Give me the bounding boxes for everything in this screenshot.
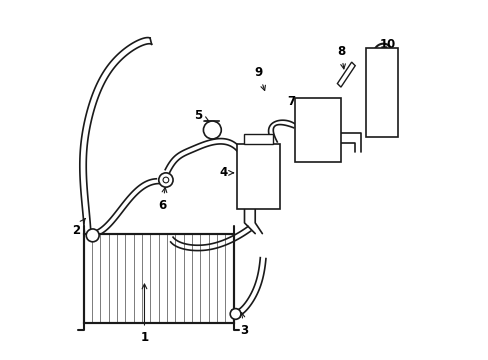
Text: 8: 8 (336, 45, 345, 69)
Text: 6: 6 (158, 188, 166, 212)
Circle shape (159, 173, 173, 187)
Text: 9: 9 (254, 66, 265, 90)
Circle shape (86, 229, 99, 242)
Text: 7: 7 (286, 95, 299, 119)
Bar (83, 234, 233, 323)
Circle shape (203, 121, 221, 139)
Bar (365, 48, 397, 137)
Circle shape (230, 309, 241, 319)
Text: 10: 10 (379, 38, 395, 56)
Bar (237, 144, 280, 208)
Circle shape (163, 177, 168, 183)
Bar (244, 134, 272, 144)
Text: 2: 2 (72, 219, 85, 237)
Text: 5: 5 (194, 109, 208, 122)
Text: 3: 3 (240, 312, 248, 337)
Bar (294, 98, 340, 162)
Text: 1: 1 (140, 284, 148, 344)
Polygon shape (337, 62, 354, 87)
Text: 4: 4 (219, 166, 233, 179)
